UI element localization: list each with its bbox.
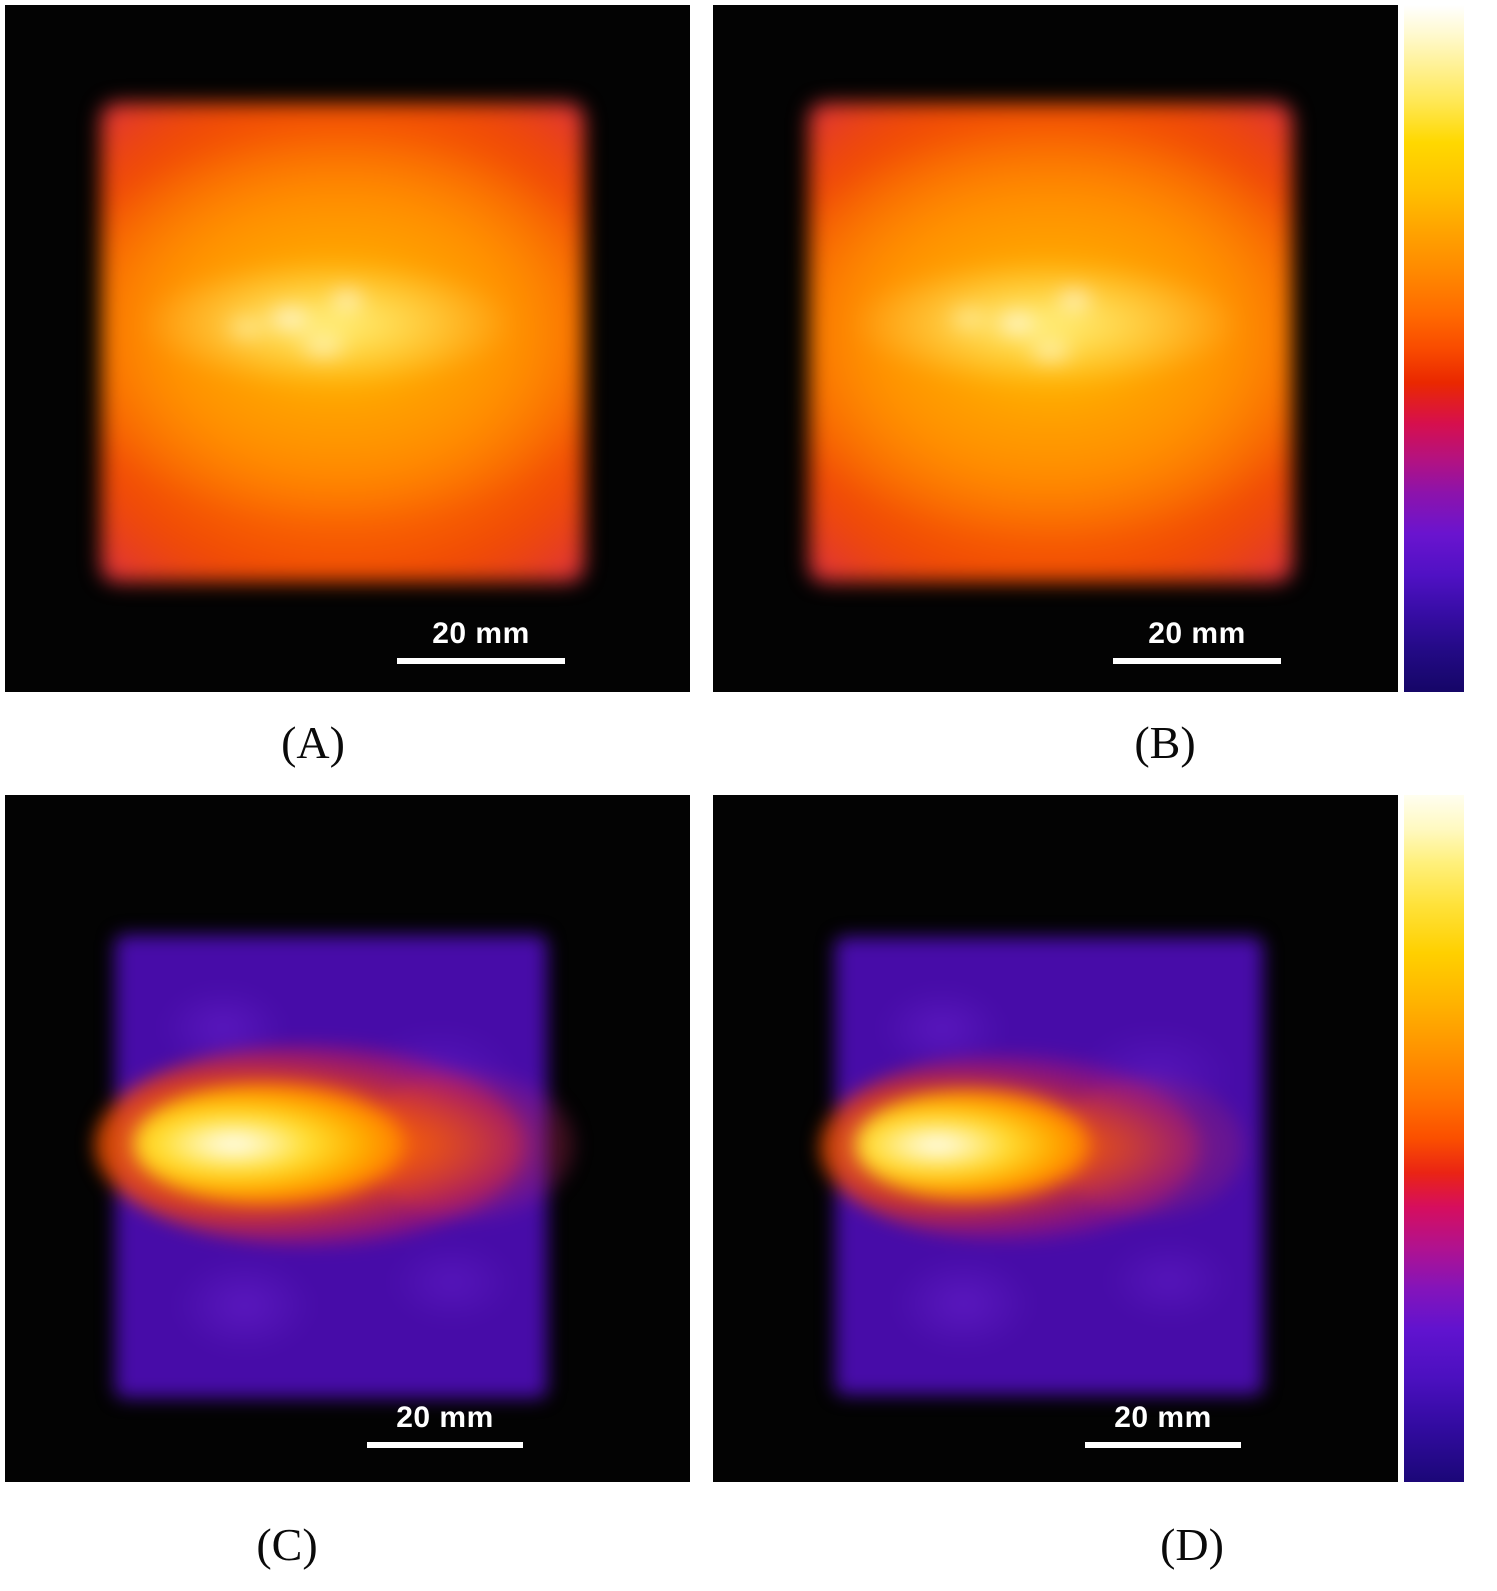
colorbar-bottom	[1404, 795, 1464, 1482]
scale-bar-line-d	[1085, 1442, 1241, 1448]
dose-distribution-d	[820, 937, 1263, 1395]
hotspot-core-d	[855, 1089, 1090, 1201]
heatmap-panel-c: 20 mm	[5, 795, 690, 1482]
scale-bar-b: 20 mm	[1113, 617, 1281, 664]
scale-bar-c: 20 mm	[367, 1401, 523, 1448]
panel-label-a: (A)	[281, 717, 345, 768]
scale-bar-line-c	[367, 1442, 523, 1448]
scale-bar-d: 20 mm	[1085, 1401, 1241, 1448]
heatmap-panel-a: 20 mm	[5, 5, 690, 692]
dose-distribution-b	[809, 103, 1292, 582]
panel-label-b: (B)	[1134, 717, 1196, 768]
scale-bar-label-d: 20 mm	[1114, 1401, 1212, 1434]
panel-label-c: (C)	[256, 1519, 318, 1570]
dose-distribution-c	[95, 935, 575, 1398]
panel-label-d: (D)	[1160, 1519, 1224, 1570]
scale-bar-line-b	[1113, 658, 1281, 664]
scale-bar-line-a	[397, 658, 565, 664]
scale-bar-a: 20 mm	[397, 617, 565, 664]
scale-bar-label-c: 20 mm	[396, 1401, 494, 1434]
scale-bar-label-b: 20 mm	[1148, 617, 1246, 650]
scale-bar-label-a: 20 mm	[432, 617, 530, 650]
heatmap-panel-d: 20 mm	[713, 795, 1398, 1482]
colorbar-top	[1404, 5, 1464, 692]
hotspot-core-c	[133, 1083, 405, 1205]
heatmap-panel-b: 20 mm	[713, 5, 1398, 692]
dose-distribution-a	[101, 103, 584, 582]
